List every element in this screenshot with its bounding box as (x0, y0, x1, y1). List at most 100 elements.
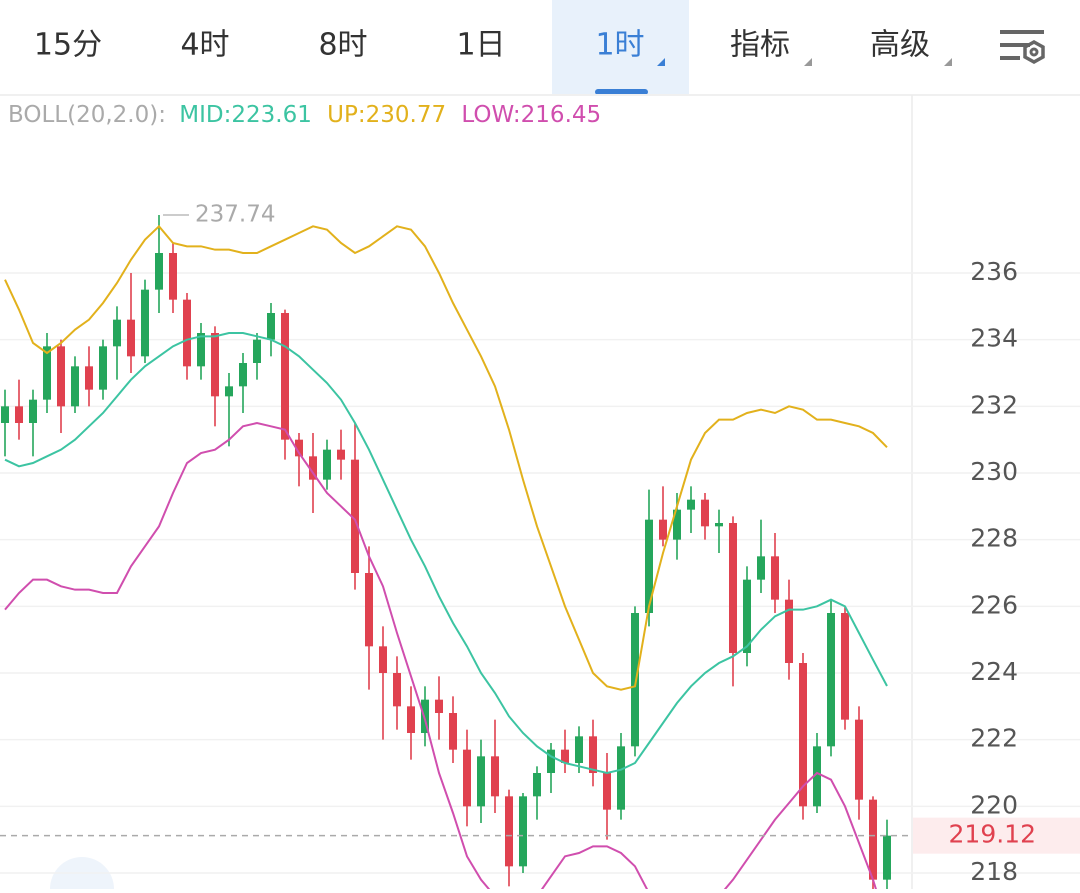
candle-body (421, 699, 429, 733)
candle-body (785, 599, 793, 663)
candle-body (1, 406, 9, 423)
indicator-name: BOLL(20,2.0): (8, 102, 166, 128)
floating-button[interactable] (50, 857, 114, 893)
candle-body (15, 406, 23, 423)
candle-body (617, 746, 625, 810)
candle-body (729, 523, 737, 653)
candle-body (253, 339, 261, 363)
boll-line (4, 332, 888, 775)
candle-body (701, 499, 709, 527)
settings-icon[interactable] (1000, 30, 1045, 65)
tab[interactable]: 8时 (318, 28, 367, 63)
candle-body (477, 756, 485, 807)
candle-body (281, 313, 289, 440)
candle-body (239, 363, 247, 387)
candle-body (267, 313, 275, 340)
candle-body (715, 523, 723, 527)
y-tick-label: 236 (970, 257, 1018, 286)
dropdown-arrow (944, 58, 952, 66)
max-label: 237.74 (195, 202, 275, 228)
candle-body (407, 706, 415, 733)
candle-body (855, 719, 863, 800)
candle-body (463, 749, 471, 807)
candle-body (505, 796, 513, 867)
candle-body (673, 509, 681, 540)
tab[interactable]: 1时 (595, 28, 644, 63)
candle-body (603, 773, 611, 810)
last-price-box (913, 817, 1080, 854)
candle-body (197, 333, 205, 367)
candle-body (225, 386, 233, 397)
candle-body (869, 799, 877, 880)
y-tick-label: 232 (970, 390, 1018, 419)
candle-body (169, 253, 177, 300)
boll-line (4, 224, 888, 691)
dropdown-arrow (804, 58, 812, 66)
y-tick-label: 222 (970, 724, 1018, 753)
tab[interactable]: 1日 (456, 28, 505, 63)
candle-body (841, 613, 849, 720)
candle-body (113, 319, 121, 347)
candle-body (449, 713, 457, 750)
candle-body (351, 459, 359, 573)
candle-body (71, 366, 79, 407)
candle-body (141, 289, 149, 357)
candle-body (43, 346, 51, 400)
candle-body (743, 579, 751, 653)
y-tick-label: 226 (970, 590, 1018, 619)
candle-body (183, 299, 191, 367)
dropdown-arrow (657, 58, 665, 66)
tab[interactable]: 4时 (180, 28, 229, 63)
legend-entry: UP:230.77 (327, 102, 446, 128)
candle-body (323, 449, 331, 480)
plot (1, 215, 891, 889)
selected-tab-indicator (595, 89, 648, 95)
candle-body (813, 746, 821, 807)
last-price-label: 219.12 (949, 820, 1036, 849)
candle-body (771, 556, 779, 600)
candle-body (687, 499, 695, 510)
candle-body (547, 749, 555, 773)
candle-body (757, 556, 765, 580)
candle-body (589, 736, 597, 773)
y-tick-label: 234 (970, 324, 1018, 353)
candle-body (575, 736, 583, 763)
tab[interactable]: 指标 (730, 28, 790, 63)
candle-body (29, 399, 37, 423)
candle-body (799, 663, 807, 807)
candle-body (85, 366, 93, 390)
y-tick-label: 218 (970, 857, 1018, 886)
candle-body (435, 699, 443, 713)
candle-body (99, 346, 107, 390)
legend-entry: MID:223.61 (179, 102, 312, 128)
candle-body (211, 333, 219, 397)
legend-entry: LOW:216.45 (461, 102, 601, 128)
candle-body (309, 456, 317, 480)
candle-body (533, 773, 541, 797)
candle-body (645, 519, 653, 613)
y-tick-label: 220 (970, 790, 1018, 819)
y-tick-label: 230 (970, 457, 1018, 486)
candle-body (631, 613, 639, 747)
candle-body (155, 253, 163, 290)
tab[interactable]: 15分 (34, 28, 102, 63)
y-tick-label: 228 (970, 524, 1018, 553)
candle-body (127, 319, 135, 357)
boll-line (4, 421, 877, 889)
candle-body (883, 835, 891, 880)
candle-body (379, 646, 387, 673)
candle-body (295, 439, 303, 457)
candle-body (827, 613, 835, 747)
candle-body (337, 449, 345, 460)
candle-body (393, 673, 401, 707)
candle-body (659, 519, 667, 540)
candle-body (365, 573, 373, 647)
tab[interactable]: 高级 (870, 28, 930, 63)
candle-body (561, 749, 569, 763)
candle-body (519, 796, 527, 867)
indicator-legend: BOLL(20,2.0): MID:223.61 UP:230.77 LOW:2… (8, 102, 601, 128)
candle-body (491, 756, 499, 797)
y-tick-label: 224 (970, 657, 1018, 686)
selected-tab-bg (552, 0, 689, 95)
